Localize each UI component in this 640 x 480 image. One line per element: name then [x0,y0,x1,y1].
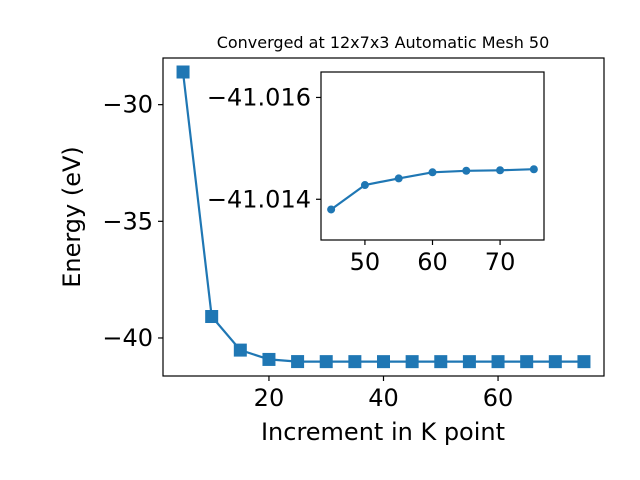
data-point-marker [462,355,476,369]
data-point-marker [496,166,505,175]
data-point-marker [262,352,276,366]
data-point-marker [327,205,336,214]
x-axis-label: Increment in K point [261,418,505,446]
data-point-marker [291,355,305,369]
x-tick-label: 60 [483,384,514,412]
data-point-marker [176,65,190,79]
main-plot: Converged at 12x7x3 Automatic Mesh 50 20… [58,33,605,446]
data-point-marker [520,355,534,369]
data-point-marker [205,310,219,324]
data-point-marker [428,168,437,177]
main-series-markers [176,65,591,369]
data-point-marker [491,355,505,369]
data-point-marker [405,355,419,369]
data-point-marker [394,174,403,183]
inset-series-markers [327,165,538,214]
x-tick-label: 70 [485,248,516,276]
inset-x-ticks: 50 60 70 [350,240,516,276]
x-tick-label: 20 [254,384,285,412]
y-tick-label: −41.016 [207,83,311,111]
data-point-marker [548,355,562,369]
data-point-marker [529,165,538,174]
x-tick-label: 40 [368,384,399,412]
inset-plot-background [321,72,544,240]
data-point-marker [348,355,362,369]
data-point-marker [319,355,333,369]
data-point-marker [233,343,247,357]
inset-plot: 50 60 70 −41.016 −41.014 [207,71,545,276]
x-tick-label: 50 [350,248,381,276]
data-point-marker [577,355,591,369]
y-tick-label: −41.014 [207,185,311,213]
data-point-marker [377,355,390,369]
inset-y-ticks: −41.016 −41.014 [207,83,321,213]
main-x-ticks: 20 40 60 [254,376,514,412]
y-tick-label: −40 [102,324,153,352]
y-tick-label: −35 [102,207,153,235]
data-point-marker [434,355,448,369]
inset-plot-frame [320,71,545,241]
x-tick-label: 60 [417,248,448,276]
y-tick-label: −30 [102,91,153,119]
main-y-ticks: −30 −35 −40 [102,91,163,352]
data-point-marker [360,181,369,190]
y-axis-label: Energy (eV) [58,146,86,288]
chart-title: Converged at 12x7x3 Automatic Mesh 50 [217,33,550,52]
data-point-marker [462,166,471,175]
